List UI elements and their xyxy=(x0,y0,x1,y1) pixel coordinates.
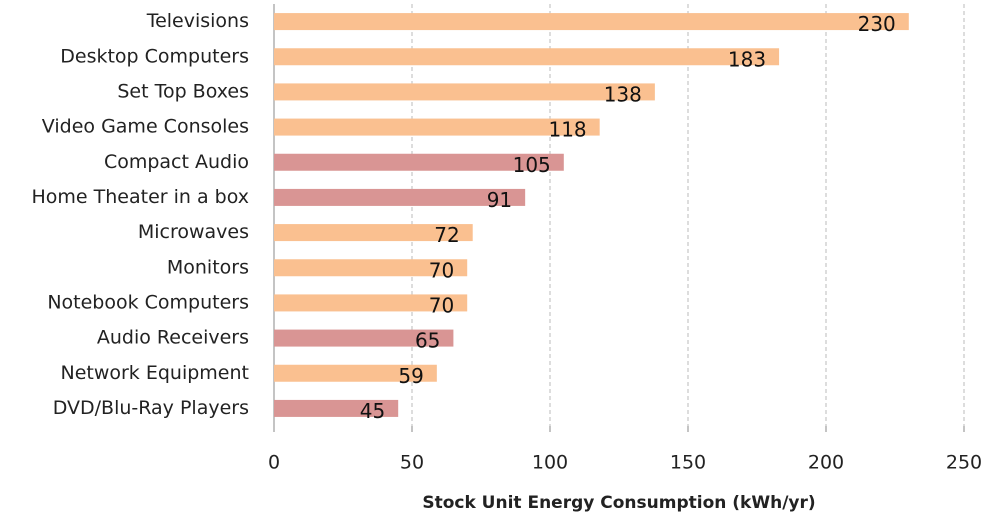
bar xyxy=(274,224,473,242)
x-axis-title: Stock Unit Energy Consumption (kWh/yr) xyxy=(422,493,815,513)
y-tick-label: Desktop Computers xyxy=(60,45,249,67)
value-label: 105 xyxy=(513,153,551,177)
y-tick-label: Compact Audio xyxy=(104,151,249,173)
bar xyxy=(274,83,655,101)
bar xyxy=(274,118,600,136)
bar xyxy=(274,329,454,347)
value-label: 45 xyxy=(360,399,385,423)
value-label: 118 xyxy=(548,118,586,142)
value-label: 59 xyxy=(398,364,423,388)
y-tick-label: DVD/Blu-Ray Players xyxy=(53,397,249,419)
y-tick-label: Home Theater in a box xyxy=(31,186,249,208)
bar xyxy=(274,153,564,171)
value-label: 70 xyxy=(429,293,454,317)
y-tick-label: Monitors xyxy=(167,256,249,278)
y-tick-label: Televisions xyxy=(146,10,249,32)
bar xyxy=(274,294,468,312)
y-tick-label: Audio Receivers xyxy=(97,327,249,349)
value-label: 65 xyxy=(415,329,440,353)
value-label: 183 xyxy=(728,47,766,71)
value-label: 70 xyxy=(429,258,454,282)
x-tick-label: 100 xyxy=(532,452,568,474)
bar xyxy=(274,259,468,277)
y-tick-label: Video Game Consoles xyxy=(42,116,249,138)
bar xyxy=(274,188,526,206)
bar xyxy=(274,364,437,382)
value-label: 138 xyxy=(604,82,642,106)
y-tick-label: Microwaves xyxy=(138,221,249,243)
bar xyxy=(274,13,909,31)
x-tick-label: 50 xyxy=(400,452,424,474)
x-tick-label: 250 xyxy=(946,452,982,474)
value-label: 72 xyxy=(434,223,459,247)
bar xyxy=(274,48,780,66)
value-label: 91 xyxy=(487,188,512,212)
x-tick-label: 150 xyxy=(670,452,706,474)
y-tick-label: Set Top Boxes xyxy=(117,80,249,102)
value-label: 230 xyxy=(858,12,896,36)
y-tick-label: Notebook Computers xyxy=(47,291,249,313)
x-tick-label: 0 xyxy=(268,452,280,474)
x-tick-label: 200 xyxy=(808,452,844,474)
y-tick-label: Network Equipment xyxy=(60,362,249,384)
bar xyxy=(274,399,399,417)
